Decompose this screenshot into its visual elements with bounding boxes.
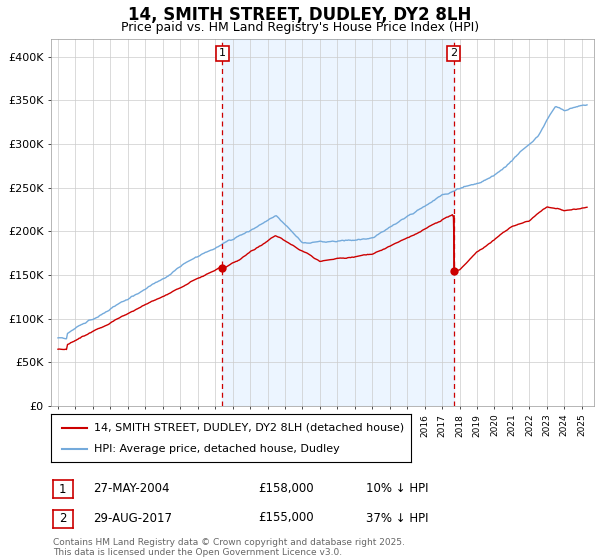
- Text: HPI: Average price, detached house, Dudley: HPI: Average price, detached house, Dudl…: [94, 444, 340, 454]
- Text: 14, SMITH STREET, DUDLEY, DY2 8LH (detached house): 14, SMITH STREET, DUDLEY, DY2 8LH (detac…: [94, 423, 404, 433]
- Text: Price paid vs. HM Land Registry's House Price Index (HPI): Price paid vs. HM Land Registry's House …: [121, 21, 479, 34]
- Text: £155,000: £155,000: [258, 511, 314, 525]
- Text: 29-AUG-2017: 29-AUG-2017: [93, 511, 172, 525]
- Text: 10% ↓ HPI: 10% ↓ HPI: [366, 482, 428, 495]
- Text: 27-MAY-2004: 27-MAY-2004: [93, 482, 170, 495]
- Text: 1: 1: [59, 483, 67, 496]
- Text: Contains HM Land Registry data © Crown copyright and database right 2025.
This d: Contains HM Land Registry data © Crown c…: [53, 538, 404, 557]
- Text: 1: 1: [219, 48, 226, 58]
- Text: 2: 2: [450, 48, 457, 58]
- Text: 2: 2: [59, 512, 67, 525]
- Text: 14, SMITH STREET, DUDLEY, DY2 8LH: 14, SMITH STREET, DUDLEY, DY2 8LH: [128, 6, 472, 24]
- Bar: [223, 39, 454, 406]
- Text: £158,000: £158,000: [258, 482, 314, 495]
- Text: 37% ↓ HPI: 37% ↓ HPI: [366, 511, 428, 525]
